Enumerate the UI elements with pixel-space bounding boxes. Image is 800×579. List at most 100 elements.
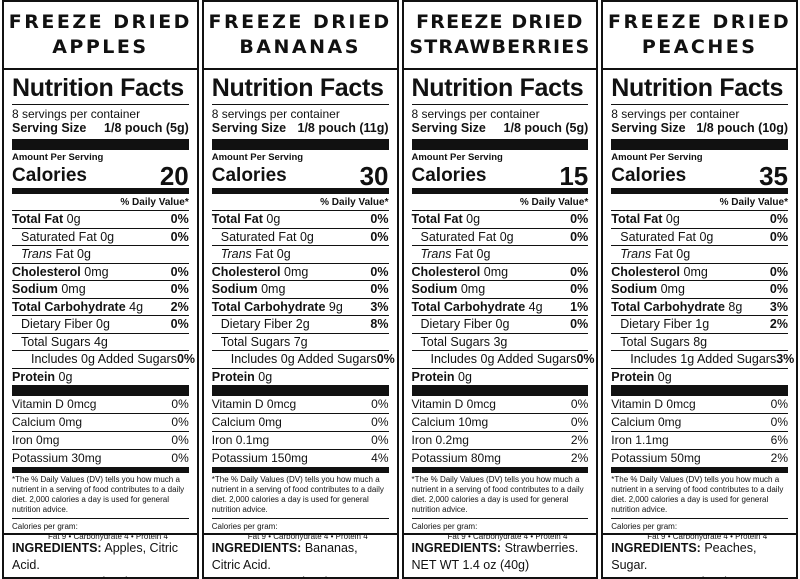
ingredients-value: Strawberries. xyxy=(504,541,579,555)
total-fat-dv: 0% xyxy=(370,212,389,226)
vitamin-d-dv: 0% xyxy=(371,397,389,411)
saturated-fat-value: 0g xyxy=(499,229,514,244)
dietary-fiber-value: 1g xyxy=(695,317,710,331)
cholesterol-dv: 0% xyxy=(170,264,189,279)
iron-label: Iron xyxy=(12,433,33,447)
total-fat-label: Total Fat xyxy=(611,212,663,226)
added-sugars-label: Added Sugars xyxy=(94,352,177,366)
sodium-row: Sodium 0mg 0% xyxy=(411,281,589,299)
potassium-label: Potassium xyxy=(611,451,668,465)
iron-dv: 6% xyxy=(770,433,788,447)
protein-value: 0g xyxy=(58,369,73,384)
medium-divider xyxy=(211,188,389,194)
total-sugars-value: 7g xyxy=(293,334,308,349)
nutrition-facts-heading: Nutrition Facts xyxy=(12,74,184,102)
serving-size-label: Serving Size xyxy=(211,121,287,135)
ingredients-label: INGREDIENTS: xyxy=(411,541,502,555)
ingredients-block: INGREDIENTS: Apples, Citric Acid. NET WT… xyxy=(4,533,197,577)
saturated-fat-label: Saturated Fat xyxy=(220,229,297,244)
dietary-fiber-value: 0g xyxy=(495,317,510,331)
servings-per-container: 8 servings per container xyxy=(411,107,540,121)
vitamin-d-label: Vitamin D xyxy=(12,397,64,411)
vitamin-d-value: 0mcg xyxy=(666,397,696,411)
trans-fat-rest: Fat 0g xyxy=(52,247,91,261)
added-sugars-row: Includes 0g Added Sugars 0% xyxy=(12,351,195,369)
iron-value: 0mg xyxy=(36,433,60,447)
sodium-label: Sodium xyxy=(411,282,458,296)
total-sugars-row: Total Sugars 4g xyxy=(12,334,189,351)
medium-divider xyxy=(12,467,189,473)
cholesterol-value: 0mg xyxy=(483,264,509,279)
divider xyxy=(211,104,389,105)
sodium-value: 0mg xyxy=(261,282,286,296)
product-title-line2: BANANAS xyxy=(239,36,361,58)
potassium-row: Potassium 80mg 2% xyxy=(412,450,589,467)
net-weight-value: 1.4 oz (40g) xyxy=(462,558,530,572)
sodium-value: 0mg xyxy=(61,282,86,296)
medium-divider xyxy=(611,467,788,473)
cholesterol-label: Cholesterol xyxy=(12,264,81,279)
daily-value-footnote: *The % Daily Values (DV) tells you how m… xyxy=(211,473,389,519)
amount-per-serving: Amount Per Serving xyxy=(611,152,703,163)
product-title-line1: FREEZE DRIED xyxy=(608,11,792,33)
added-sugars-dv: 3% xyxy=(776,352,795,366)
added-sugars-value: 0g xyxy=(480,352,495,366)
product-title: FREEZE DRIED APPLES xyxy=(4,2,197,70)
total-sugars-value: 3g xyxy=(493,334,508,349)
dietary-fiber-label: Dietary Fiber xyxy=(620,317,692,331)
total-fat-dv: 0% xyxy=(170,212,189,226)
calcium-dv: 0% xyxy=(770,415,788,429)
net-weight-label: NET WT xyxy=(212,575,259,577)
calories-value: 35 xyxy=(759,161,788,191)
dietary-fiber-dv: 8% xyxy=(370,317,389,331)
dietary-fiber-label: Dietary Fiber xyxy=(21,317,93,331)
cholesterol-label: Cholesterol xyxy=(211,264,281,279)
added-sugars-dv: 0% xyxy=(176,352,196,366)
nutrition-panel: FREEZE DRIED BANANAS Nutrition Facts 8 s… xyxy=(201,0,399,579)
calcium-dv: 0% xyxy=(570,415,589,429)
nutrition-facts-label: Nutrition Facts 8 servings per container… xyxy=(404,70,597,545)
vitamin-d-row: Vitamin D 0mcg 0% xyxy=(611,396,788,414)
ingredients-block: INGREDIENTS: Bananas, Citric Acid. NET W… xyxy=(203,533,397,577)
potassium-value: 80mg xyxy=(470,451,501,465)
product-title-line1: FREEZE DRIED xyxy=(8,11,192,33)
trans-fat-row: Trans Fat 0g xyxy=(611,246,788,264)
calories-label: Calories xyxy=(611,165,687,186)
nutrition-facts-label: Nutrition Facts 8 servings per container… xyxy=(603,70,796,545)
total-sugars-row: Total Sugars 3g xyxy=(411,334,589,351)
added-sugars-label: Added Sugars xyxy=(294,352,377,366)
potassium-dv: 2% xyxy=(570,451,589,465)
iron-row: Iron 0mg 0% xyxy=(12,432,189,450)
product-title-line2: STRAWBERRIES xyxy=(409,36,591,58)
total-fat-label: Total Fat xyxy=(12,212,64,226)
vitamin-d-row: Vitamin D 0mcg 0% xyxy=(211,396,389,414)
total-fat-row: Total Fat 0g 0% xyxy=(12,211,189,229)
net-weight-line: NET WT 2.8 oz (79g) xyxy=(611,574,788,577)
added-sugars-dv: 0% xyxy=(376,352,395,366)
ingredients-label: INGREDIENTS: xyxy=(211,541,302,555)
net-weight-label: NET WT xyxy=(411,558,459,572)
vitamin-d-label: Vitamin D xyxy=(611,397,664,411)
medium-divider xyxy=(411,467,589,473)
dietary-fiber-row: Dietary Fiber 0g 0% xyxy=(12,316,189,334)
saturated-fat-row: Saturated Fat 0g 0% xyxy=(211,229,389,246)
product-title-line1: FREEZE DRIED xyxy=(208,11,392,33)
potassium-dv: 4% xyxy=(371,451,389,465)
ingredients-value: Bananas, Citric Acid. xyxy=(211,541,358,572)
dietary-fiber-dv: 0% xyxy=(570,317,589,331)
amount-per-serving: Amount Per Serving xyxy=(12,152,104,163)
calories-per-gram-values: Fat 9 • Carbohydrate 4 • Protein 4 xyxy=(247,532,368,541)
daily-value-footnote: *The % Daily Values (DV) tells you how m… xyxy=(12,473,189,519)
nutrition-facts-heading: Nutrition Facts xyxy=(611,74,784,102)
serving-size-row: Serving Size 1/8 pouch (5g) xyxy=(412,121,589,136)
iron-row: Iron 0.1mg 0% xyxy=(211,432,389,450)
total-carbohydrate-value: 4g xyxy=(129,299,144,314)
calories-label: Calories xyxy=(12,165,87,186)
saturated-fat-label: Saturated Fat xyxy=(21,229,97,244)
trans-fat-row: Trans Fat 0g xyxy=(411,246,589,264)
ingredients-line: INGREDIENTS: Peaches, Sugar. xyxy=(611,540,788,574)
total-sugars-label: Total Sugars xyxy=(220,334,291,349)
sodium-value: 0mg xyxy=(460,282,486,296)
sodium-dv: 0% xyxy=(769,282,788,296)
includes-prefix: Includes xyxy=(31,352,82,366)
